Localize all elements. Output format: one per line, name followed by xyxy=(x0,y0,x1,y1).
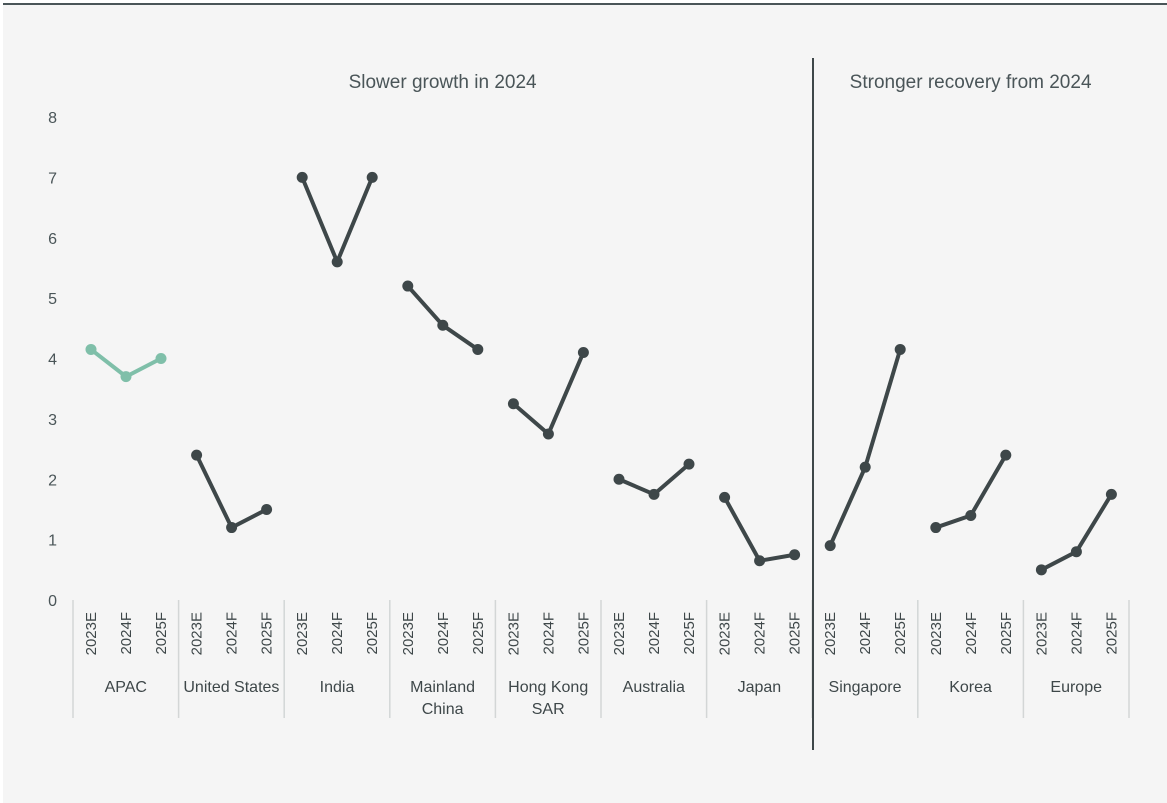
section-title-0: Slower growth in 2024 xyxy=(349,72,537,93)
series-line xyxy=(511,350,586,436)
x-tick-label: 2023E xyxy=(1033,612,1050,655)
x-tick-label: 2023E xyxy=(400,612,417,655)
group-label: Hong Kong xyxy=(508,679,588,696)
x-tick-label: 2024F xyxy=(646,612,663,655)
series-line xyxy=(405,284,480,352)
data-point xyxy=(226,522,238,534)
y-tick-label: 7 xyxy=(48,170,57,187)
x-tick-label: 2025F xyxy=(892,612,909,655)
data-point xyxy=(1105,488,1117,500)
group-label: SAR xyxy=(532,701,565,718)
y-tick-label: 4 xyxy=(48,352,57,369)
data-point xyxy=(155,353,167,364)
x-tick-label: 2024F xyxy=(224,612,241,655)
x-tick-label: 2025F xyxy=(153,612,170,655)
data-point xyxy=(402,280,414,292)
data-point xyxy=(85,343,97,355)
data-point xyxy=(1000,449,1012,461)
group-label: Korea xyxy=(949,679,992,696)
x-tick-label: 2024F xyxy=(329,612,346,655)
series-line xyxy=(828,347,903,548)
x-tick-label: 2024F xyxy=(1068,612,1085,655)
x-tick-label: 2023E xyxy=(611,612,628,655)
data-point xyxy=(613,473,625,485)
x-tick-label: 2023E xyxy=(822,612,839,655)
data-point xyxy=(472,343,484,355)
x-tick-label: 2025F xyxy=(470,612,487,655)
x-tick-label: 2024F xyxy=(857,612,874,655)
x-tick-label: 2025F xyxy=(364,612,381,655)
data-point xyxy=(648,488,660,500)
data-point xyxy=(894,343,906,355)
y-tick-label: 3 xyxy=(48,412,57,429)
y-tick-label: 5 xyxy=(48,291,57,308)
data-point xyxy=(507,398,519,410)
data-point xyxy=(542,428,554,440)
y-tick-label: 1 xyxy=(48,533,57,550)
group-label: APAC xyxy=(105,679,147,696)
x-tick-label: 2025F xyxy=(998,612,1015,655)
series-line xyxy=(300,175,375,264)
series-line xyxy=(194,453,269,530)
group-label: Singapore xyxy=(829,679,902,696)
series-line xyxy=(1039,492,1114,572)
x-tick-label: 2023E xyxy=(189,612,206,655)
x-tick-labels: 2023E 2024F 2025F 2023E 2024F 2025F 2023E 2024F… xyxy=(83,612,1120,655)
y-tick-label: 2 xyxy=(48,472,57,489)
data-point xyxy=(120,371,132,383)
x-tick-label: 2025F xyxy=(259,612,276,655)
series-lines xyxy=(85,171,1117,576)
y-tick-label: 0 xyxy=(48,593,57,610)
x-tick-label: 2024F xyxy=(118,612,135,655)
group-label: Mainland xyxy=(410,679,475,696)
x-tick-label: 2024F xyxy=(963,612,980,655)
data-point xyxy=(296,171,308,183)
x-tick-label: 2023E xyxy=(294,612,311,655)
group-label: China xyxy=(422,701,464,718)
data-point xyxy=(754,555,766,567)
x-tick-label: 2023E xyxy=(928,612,945,655)
x-tick-label: 2025F xyxy=(681,612,698,655)
group-label: India xyxy=(320,679,355,696)
chart-frame xyxy=(3,3,1167,803)
data-point xyxy=(859,461,871,473)
data-point xyxy=(331,256,343,268)
y-axis: 0 1 2 3 4 5 6 7 8 xyxy=(48,110,57,610)
data-point xyxy=(191,449,203,461)
data-point xyxy=(1035,564,1047,576)
data-point xyxy=(930,522,942,534)
group-label: Australia xyxy=(623,679,685,696)
x-tick-label: 2025F xyxy=(575,612,592,655)
data-point xyxy=(683,458,695,470)
series-line xyxy=(722,495,797,563)
data-point xyxy=(577,346,589,358)
x-tick-label: 2023E xyxy=(717,612,734,655)
y-tick-label: 6 xyxy=(48,231,57,248)
x-tick-label: 2025F xyxy=(787,612,804,655)
x-tick-label: 2023E xyxy=(505,612,522,655)
data-point xyxy=(366,171,378,183)
x-tick-label: 2024F xyxy=(752,612,769,655)
group-label: United States xyxy=(183,679,279,696)
section-title-1: Stronger recovery from 2024 xyxy=(850,72,1092,93)
x-tick-label: 2023E xyxy=(83,612,100,655)
data-point xyxy=(824,540,836,552)
x-tick-label: 2024F xyxy=(435,612,452,655)
data-point xyxy=(437,319,449,331)
data-point xyxy=(965,509,977,521)
x-tick-label: 2025F xyxy=(1103,612,1120,655)
x-tick-label: 2024F xyxy=(540,612,557,655)
section-titles: Slower growth in 2024 Stronger recovery f… xyxy=(349,72,1092,93)
data-point xyxy=(1070,546,1082,558)
y-tick-label: 8 xyxy=(48,110,57,127)
group-label: Japan xyxy=(738,679,782,696)
group-labels: APAC United States India Mainland China Hong … xyxy=(105,679,1102,718)
data-point xyxy=(261,503,273,515)
group-label: Europe xyxy=(1050,679,1102,696)
data-point xyxy=(719,491,731,503)
data-point xyxy=(789,549,801,561)
